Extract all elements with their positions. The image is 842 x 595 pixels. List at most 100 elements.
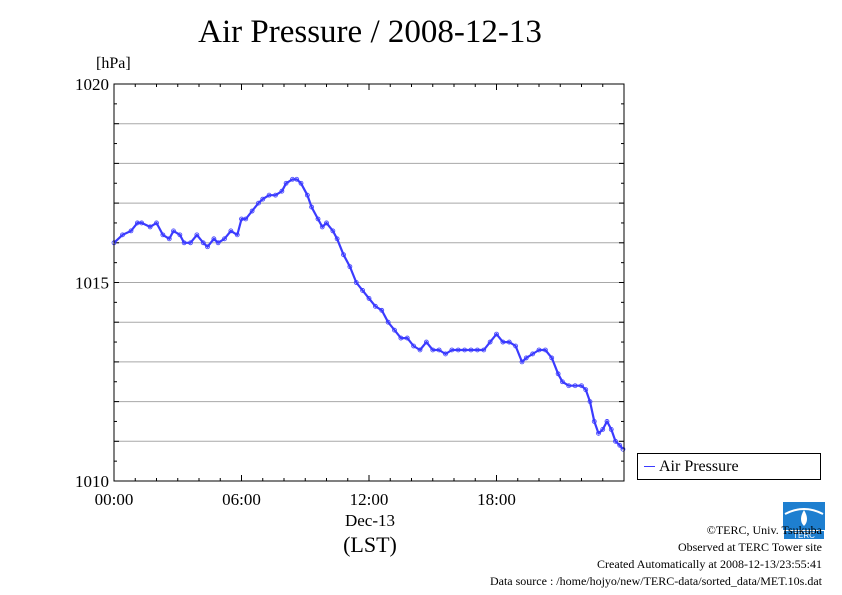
- credit-source: Data source : /home/hojyo/new/TERC-data/…: [489, 574, 822, 588]
- data-point: [330, 228, 336, 234]
- data-point: [205, 244, 210, 250]
- data-point: [260, 196, 266, 202]
- data-point: [443, 351, 448, 357]
- data-point: [366, 295, 372, 301]
- data-point: [583, 387, 589, 393]
- data-point: [309, 204, 315, 210]
- plot-frame: [113, 83, 625, 482]
- series-air-pressure: [111, 176, 626, 452]
- x-tick-label: 00:00: [95, 490, 134, 509]
- data-point: [549, 355, 555, 361]
- data-point: [617, 442, 623, 448]
- data-point: [139, 220, 145, 226]
- data-point: [392, 327, 397, 333]
- data-point: [166, 236, 172, 242]
- data-point: [266, 192, 272, 198]
- data-point: [481, 347, 487, 353]
- data-point: [128, 228, 134, 234]
- data-point: [404, 335, 410, 341]
- data-point: [536, 347, 542, 353]
- data-point: [411, 343, 417, 349]
- data-point: [228, 228, 234, 234]
- data-point: [160, 232, 166, 238]
- data-point: [194, 232, 200, 238]
- data-point: [215, 240, 221, 246]
- data-point: [513, 343, 519, 349]
- y-unit-label: [hPa]: [96, 55, 131, 72]
- data-point: [249, 208, 255, 214]
- data-point: [200, 240, 206, 246]
- x-caption-zone: (LST): [343, 532, 397, 557]
- data-point: [555, 371, 561, 377]
- data-point: [304, 192, 310, 198]
- data-point: [385, 319, 391, 325]
- data-point: [334, 236, 340, 242]
- data-point: [494, 331, 499, 337]
- credit-created: Created Automatically at 2008-12-13/23:5…: [597, 557, 822, 571]
- data-point: [360, 288, 366, 293]
- terc-logo: TERC: [783, 502, 825, 540]
- data-point: [449, 347, 455, 353]
- data-point: [436, 347, 442, 353]
- legend-label: Air Pressure: [659, 457, 739, 475]
- data-point: [273, 192, 278, 198]
- data-point: [398, 335, 404, 341]
- y-tick-label: 1015: [75, 274, 109, 293]
- data-point: [353, 280, 359, 285]
- data-point: [559, 379, 565, 385]
- credit-site: Observed at TERC Tower site: [677, 540, 822, 554]
- data-point: [579, 383, 584, 389]
- data-point: [147, 224, 153, 230]
- chart-title: Air Pressure / 2008-12-13: [198, 14, 542, 50]
- data-point: [620, 446, 626, 452]
- x-tick-label: 06:00: [222, 490, 261, 509]
- tick-labels: 1010 1015 1020 00:00 06:00 12:00 18:00: [75, 75, 516, 509]
- legend: Air Pressure: [637, 453, 821, 480]
- data-point: [188, 240, 193, 246]
- data-point: [566, 383, 572, 389]
- data-point: [474, 347, 480, 353]
- data-point: [283, 180, 289, 186]
- data-point: [379, 307, 385, 313]
- data-point: [572, 383, 578, 389]
- data-point: [591, 419, 597, 424]
- data-point: [462, 347, 468, 353]
- data-point: [468, 347, 474, 353]
- credit-copyright: ©TERC, Univ. Tsukuba: [706, 523, 822, 537]
- data-point: [234, 232, 240, 238]
- data-point: [506, 339, 512, 345]
- data-point: [530, 351, 536, 357]
- x-tick-label: 18:00: [477, 490, 516, 509]
- data-point: [423, 339, 429, 345]
- data-point: [417, 347, 423, 353]
- logo-text: TERC: [793, 531, 815, 540]
- data-point: [171, 228, 176, 234]
- data-point: [519, 359, 525, 365]
- data-point: [341, 252, 346, 258]
- data-point: [279, 188, 285, 194]
- data-point: [600, 426, 606, 432]
- legend-swatch: [644, 466, 655, 467]
- data-point: [256, 200, 261, 206]
- data-point: [222, 236, 227, 242]
- data-point: [211, 236, 217, 242]
- data-point: [372, 303, 378, 309]
- x-caption-date: Dec-13: [344, 511, 396, 530]
- data-point: [487, 339, 493, 345]
- data-point: [243, 216, 249, 222]
- y-tick-label: 1020: [75, 75, 109, 94]
- x-tick-label: 12:00: [350, 490, 389, 509]
- data-point: [324, 220, 329, 226]
- data-point: [347, 264, 353, 270]
- data-point: [613, 438, 618, 444]
- data-point: [455, 347, 461, 353]
- data-point: [154, 220, 159, 226]
- data-point: [315, 216, 321, 222]
- y-tick-label: 1010: [75, 472, 109, 491]
- data-point: [298, 180, 304, 186]
- data-point: [596, 430, 601, 436]
- data-point: [604, 419, 610, 424]
- data-point: [608, 426, 614, 432]
- data-point: [319, 224, 325, 230]
